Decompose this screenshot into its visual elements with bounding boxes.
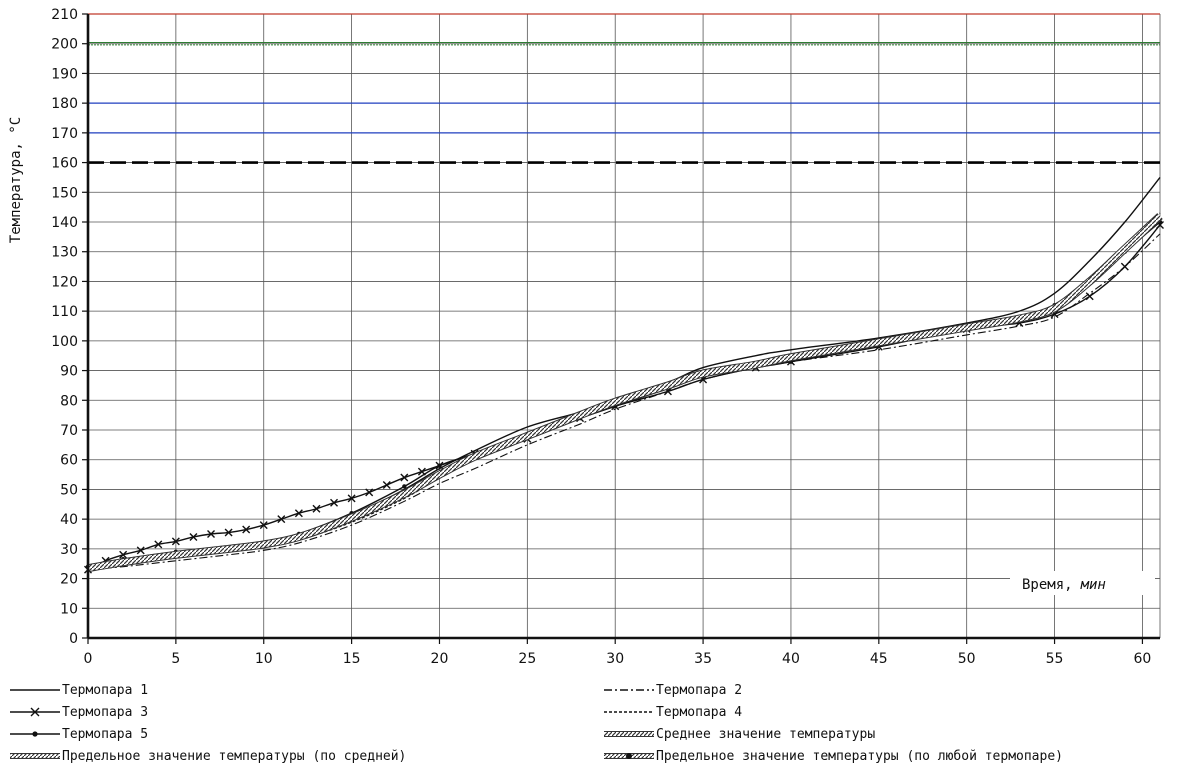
- x-tick-label: 0: [84, 651, 93, 667]
- series-line: [87, 233, 1161, 571]
- series-line: [87, 212, 1161, 571]
- cross-marker: [347, 494, 356, 503]
- cross-marker: [136, 546, 145, 555]
- x-tick-labels: 0 5 10 15 20 25 30 35 40 45 50 55 60: [84, 651, 1152, 667]
- y-tick-label: 90: [60, 364, 78, 380]
- x-tick-label: 60: [1134, 651, 1152, 667]
- legend-swatch-marker: [30, 707, 40, 717]
- x-tick-label: 45: [870, 651, 888, 667]
- cross-marker: [400, 473, 409, 482]
- y-tick-label: 190: [51, 66, 78, 82]
- legend-entry-label: Термопара 5: [62, 727, 148, 742]
- series-line: [87, 221, 1161, 568]
- cross-marker: [294, 509, 303, 518]
- cross-marker: [154, 540, 163, 549]
- series-line: [87, 213, 1163, 573]
- x-axis-label-unit: мин: [1080, 577, 1106, 593]
- legend-entry-label: Термопара 2: [656, 683, 742, 698]
- legend-swatch-marker: [32, 731, 38, 737]
- x-tick-label: 20: [431, 651, 449, 667]
- x-axis-label-main: Время,: [1022, 577, 1073, 593]
- x-tick-label: 40: [782, 651, 800, 667]
- cross-marker: [1085, 292, 1094, 301]
- y-tick-label: 170: [51, 126, 78, 142]
- cross-marker: [330, 498, 339, 507]
- x-axis-label-bg: [1010, 571, 1155, 595]
- cross-marker: [382, 480, 391, 489]
- cross-marker: [171, 537, 180, 546]
- cross-marker: [207, 530, 216, 538]
- y-tick-label: 20: [60, 572, 78, 588]
- legend-entry-label: Термопара 4: [656, 705, 742, 720]
- y-tick-label: 160: [51, 156, 78, 172]
- series-line: [87, 176, 1161, 568]
- series-line: [87, 213, 1163, 572]
- x-axis-label: Время, мин: [1022, 577, 1106, 593]
- x-tick-label: 55: [1046, 651, 1064, 667]
- y-tick-label: 30: [60, 542, 78, 558]
- x-tick-label: 35: [694, 651, 712, 667]
- cross-marker: [189, 532, 198, 541]
- y-tick-label: 50: [60, 482, 78, 498]
- y-tick-label: 40: [60, 512, 78, 528]
- cross-marker: [365, 488, 374, 497]
- cross-marker: [277, 515, 286, 524]
- cross-marker: [312, 504, 321, 513]
- legend-entry-label: Среднее значение температуры: [656, 727, 875, 742]
- y-tick-label: 140: [51, 215, 78, 231]
- x-tick-label: 5: [171, 651, 180, 667]
- x-tick-label: 10: [255, 651, 273, 667]
- y-tick-label: 210: [51, 7, 78, 23]
- series-layer: [84, 176, 1164, 574]
- cross-marker: [259, 521, 268, 530]
- legend-entry-label: Предельное значение температуры (по любо…: [656, 749, 1063, 764]
- x-tick-label: 50: [958, 651, 976, 667]
- reference-lines: [88, 13, 1160, 164]
- x-tick-label: 25: [518, 651, 536, 667]
- y-tick-label: 200: [51, 37, 78, 53]
- y-tick-label: 150: [51, 185, 78, 201]
- legend-swatch-marker: [626, 753, 632, 759]
- y-tick-label: 120: [51, 274, 78, 290]
- legend-entry-label: Термопара 3: [62, 705, 148, 720]
- x-tick-label: 15: [343, 651, 361, 667]
- y-tick-label: 70: [60, 423, 78, 439]
- y-tick-label: 0: [69, 631, 78, 647]
- cross-marker: [242, 525, 251, 534]
- y-tick-label: 60: [60, 453, 78, 469]
- y-tick-label: 10: [60, 601, 78, 617]
- y-tick-label: 130: [51, 245, 78, 261]
- y-axis-label: Температура, °С: [8, 117, 24, 243]
- legend-entry-label: Предельное значение температуры (по сред…: [62, 749, 406, 764]
- y-tick-label: 100: [51, 334, 78, 350]
- legend: Термопара 1 Термопара 2 Термопара 3 Термопа…: [10, 683, 1063, 764]
- dot-marker: [437, 463, 442, 468]
- axes: [82, 13, 1160, 644]
- dot-marker: [402, 484, 407, 489]
- y-tick-label: 110: [51, 304, 78, 320]
- legend-entry-label: Термопара 1: [62, 683, 148, 698]
- cross-marker: [119, 550, 128, 559]
- cross-marker: [224, 528, 233, 537]
- x-tick-label: 30: [606, 651, 624, 667]
- y-tick-label: 180: [51, 96, 78, 112]
- y-tick-labels: 0 10 20 30 40 50 60 70 80 90 100 110 120 130 140 150 160…: [51, 7, 78, 647]
- y-tick-label: 80: [60, 393, 78, 409]
- cross-marker: [1120, 262, 1129, 271]
